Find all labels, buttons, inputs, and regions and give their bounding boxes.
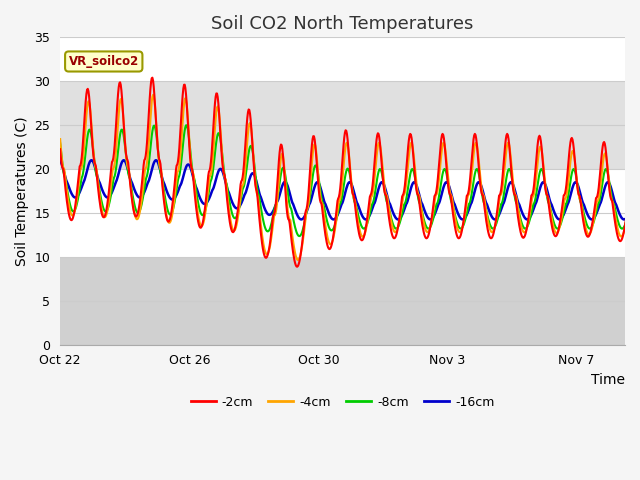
Bar bbox=[60, 37, 625, 81]
-2cm bbox=[77, 160, 85, 166]
-4cm bbox=[149, 92, 157, 98]
-16cm bbox=[77, 186, 85, 192]
-4cm bbox=[194, 208, 202, 214]
X-axis label: Time: Time bbox=[591, 373, 625, 387]
Line: -8cm: -8cm bbox=[60, 125, 640, 236]
Legend: -2cm, -4cm, -8cm, -16cm: -2cm, -4cm, -8cm, -16cm bbox=[186, 391, 500, 414]
-4cm bbox=[527, 205, 534, 211]
Y-axis label: Soil Temperatures (C): Soil Temperatures (C) bbox=[15, 116, 29, 266]
Bar bbox=[60, 257, 625, 345]
-16cm bbox=[194, 188, 202, 194]
-2cm bbox=[293, 264, 301, 270]
Text: VR_soilco2: VR_soilco2 bbox=[68, 55, 139, 68]
-4cm bbox=[56, 136, 64, 142]
Line: -16cm: -16cm bbox=[60, 160, 640, 219]
-2cm bbox=[194, 215, 202, 221]
-16cm bbox=[394, 216, 402, 222]
-8cm bbox=[527, 213, 534, 219]
-16cm bbox=[268, 210, 276, 216]
Bar bbox=[60, 169, 625, 257]
-4cm bbox=[294, 257, 301, 263]
-8cm bbox=[182, 122, 190, 128]
-2cm bbox=[148, 75, 156, 81]
-8cm bbox=[637, 176, 640, 182]
-2cm bbox=[637, 186, 640, 192]
-4cm bbox=[637, 180, 640, 185]
-4cm bbox=[300, 230, 308, 236]
-16cm bbox=[152, 157, 159, 163]
Line: -2cm: -2cm bbox=[60, 78, 640, 267]
-4cm bbox=[77, 166, 85, 172]
-4cm bbox=[387, 216, 394, 222]
Title: Soil CO2 North Temperatures: Soil CO2 North Temperatures bbox=[211, 15, 474, 33]
-8cm bbox=[56, 141, 64, 146]
-2cm bbox=[300, 225, 308, 230]
Line: -4cm: -4cm bbox=[60, 95, 640, 260]
Bar bbox=[60, 81, 625, 169]
-8cm bbox=[387, 213, 394, 219]
-4cm bbox=[268, 228, 276, 234]
-8cm bbox=[295, 233, 303, 239]
-2cm bbox=[387, 226, 394, 231]
-8cm bbox=[268, 217, 276, 223]
-8cm bbox=[194, 196, 202, 202]
-8cm bbox=[300, 223, 308, 228]
-2cm bbox=[56, 146, 64, 152]
-16cm bbox=[637, 180, 640, 186]
-2cm bbox=[527, 198, 534, 204]
-2cm bbox=[268, 221, 276, 227]
-8cm bbox=[77, 178, 85, 183]
-16cm bbox=[527, 213, 534, 219]
-16cm bbox=[386, 201, 394, 207]
-16cm bbox=[56, 158, 64, 164]
-16cm bbox=[300, 216, 307, 221]
